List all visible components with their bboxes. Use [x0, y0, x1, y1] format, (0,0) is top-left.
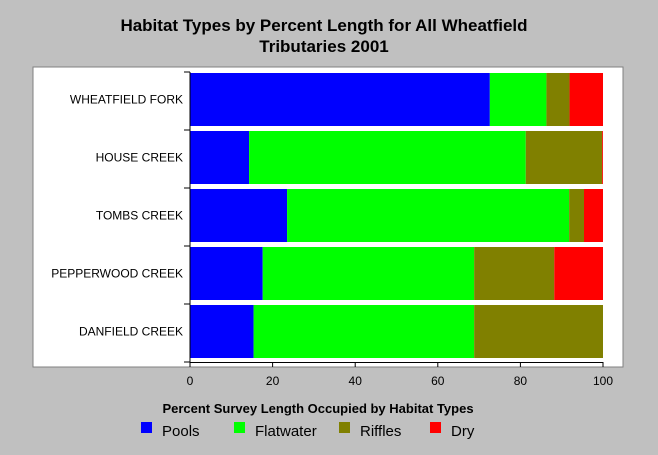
chart-title-line-1: Habitat Types by Percent Length for All … — [120, 16, 527, 35]
x-tick-label-80: 80 — [514, 374, 528, 388]
bars-layer — [190, 73, 603, 358]
x-tick-labels: 0 20 40 60 80 100 — [187, 374, 614, 388]
category-label-house-creek: HOUSE CREEK — [96, 151, 183, 165]
x-tick-label-40: 40 — [349, 374, 363, 388]
bar-danfield-creek-riffles — [474, 305, 603, 358]
category-label-danfield-creek: DANFIELD CREEK — [79, 325, 183, 339]
axes — [184, 71, 604, 367]
bar-tombs-creek-riffles — [569, 189, 584, 242]
bar-pepperwood-creek-flatwater — [262, 247, 475, 300]
x-tick-label-0: 0 — [187, 374, 194, 388]
bar-house-creek-pools — [190, 131, 250, 184]
bar-pepperwood-creek-riffles — [474, 247, 555, 300]
bar-house-creek-flatwater — [249, 131, 526, 184]
legend-swatch-flatwater — [234, 422, 245, 433]
category-label-wheatfield-fork: WHEATFIELD FORK — [70, 93, 183, 107]
legend-swatch-dry — [430, 422, 441, 433]
bar-wheatfield-fork-riffles — [546, 73, 570, 126]
bar-danfield-creek-pools — [190, 305, 254, 358]
category-label-tombs-creek: TOMBS CREEK — [96, 209, 183, 223]
legend-swatch-riffles — [339, 422, 350, 433]
x-tick-label-20: 20 — [266, 374, 280, 388]
bar-tombs-creek-pools — [190, 189, 288, 242]
category-labels: WHEATFIELD FORK HOUSE CREEK TOMBS CREEK PEP… — [51, 93, 183, 339]
bar-tombs-creek-flatwater — [287, 189, 570, 242]
bar-wheatfield-fork-dry — [569, 73, 603, 126]
legend: Pools Flatwater Riffles Dry — [141, 422, 475, 440]
legend-swatch-pools — [141, 422, 152, 433]
bar-danfield-creek-flatwater — [253, 305, 475, 358]
x-tick-label-100: 100 — [593, 374, 613, 388]
legend-label-pools: Pools — [162, 423, 200, 440]
legend-label-riffles: Riffles — [360, 423, 401, 440]
legend-label-dry: Dry — [451, 423, 475, 440]
legend-label-flatwater: Flatwater — [255, 423, 317, 440]
category-label-pepperwood-creek: PEPPERWOOD CREEK — [51, 267, 183, 281]
x-axis-label: Percent Survey Length Occupied by Habita… — [162, 401, 473, 416]
bar-house-creek-riffles — [525, 131, 603, 184]
bar-pepperwood-creek-dry — [554, 247, 603, 300]
bar-pepperwood-creek-pools — [190, 247, 263, 300]
chart-title-line-2: Tributaries 2001 — [259, 37, 388, 56]
bar-wheatfield-fork-pools — [190, 73, 490, 126]
bar-house-creek-dry — [602, 131, 603, 184]
x-tick-label-60: 60 — [431, 374, 445, 388]
bar-tombs-creek-dry — [584, 189, 603, 242]
bar-wheatfield-fork-flatwater — [489, 73, 547, 126]
